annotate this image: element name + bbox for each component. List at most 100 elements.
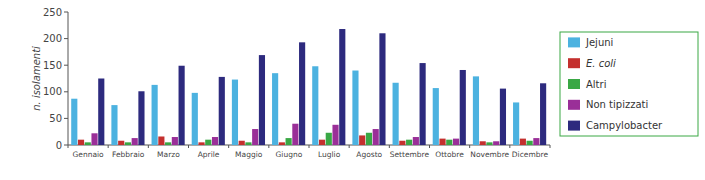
legend-swatch (568, 121, 580, 131)
bar (500, 89, 506, 145)
legend-label: E. coli (586, 58, 616, 69)
bar (406, 140, 412, 145)
y-tick-label: 50 (49, 113, 62, 124)
legend-label: Altri (586, 79, 606, 90)
bar (91, 133, 97, 145)
bar (192, 93, 198, 145)
bar (420, 63, 426, 145)
bar (286, 138, 292, 145)
bar (299, 42, 305, 145)
legend-swatch (568, 37, 580, 47)
y-tick-label: 150 (43, 60, 62, 71)
y-tick (64, 145, 68, 146)
x-tick-label: Novembre (470, 150, 509, 159)
bar (71, 99, 77, 145)
x-tick (188, 145, 189, 148)
chart: 050100150200250n. isolamentiGennaioFebbr… (0, 0, 705, 180)
x-tick-label: Ottobre (435, 150, 464, 159)
legend-label: Campylobacter (586, 120, 663, 131)
legend-label: Non tipizzati (586, 99, 648, 110)
bar (252, 129, 258, 145)
legend-swatch (568, 100, 580, 110)
bar (439, 139, 445, 145)
bar (125, 142, 131, 145)
legend-swatch (568, 79, 580, 89)
bar (138, 91, 144, 145)
bars (71, 29, 546, 145)
bar (212, 137, 218, 145)
bar (393, 83, 399, 145)
x-tick (68, 145, 69, 148)
bar (165, 142, 171, 145)
bar (111, 105, 117, 145)
y-axis (68, 12, 69, 145)
bar (480, 141, 486, 145)
y-tick (64, 38, 68, 39)
bar (98, 79, 104, 146)
legend-swatch (568, 58, 580, 68)
y-tick (64, 118, 68, 119)
bar (279, 142, 285, 145)
x-tick-label: Luglio (318, 150, 341, 159)
bar (453, 139, 459, 145)
x-tick-label: Maggio (235, 150, 263, 159)
bar (319, 140, 325, 145)
x-tick-label: Settembre (390, 150, 430, 159)
x-tick-label: Agosto (356, 150, 382, 159)
y-tick-label: 0 (56, 140, 62, 151)
y-tick-label: 200 (43, 33, 62, 44)
bar (118, 141, 124, 145)
bar (198, 142, 204, 145)
bar (413, 137, 419, 145)
bar (513, 102, 519, 145)
bar (332, 125, 338, 145)
x-tick (108, 145, 109, 148)
x-tick-label: Gennaio (72, 150, 104, 159)
bar (172, 137, 178, 145)
x-tick-label: Marzo (157, 150, 180, 159)
bar (486, 142, 492, 145)
x-tick (148, 145, 149, 148)
bar (339, 29, 345, 145)
bar (373, 129, 379, 145)
x-tick (268, 145, 269, 148)
x-tick (469, 145, 470, 148)
bar (312, 66, 318, 145)
bar (78, 140, 84, 145)
bar (259, 55, 265, 145)
bar (359, 135, 365, 145)
bar (326, 133, 332, 145)
x-tick (550, 145, 551, 148)
bar (533, 138, 539, 145)
y-axis-label: n. isolamenti (31, 46, 42, 111)
x-tick (228, 145, 229, 148)
y-tick (64, 65, 68, 66)
bar (446, 140, 452, 145)
legend-label: Jejuni (585, 37, 613, 48)
bar (473, 76, 479, 145)
bar (527, 141, 533, 145)
x-tick (349, 145, 350, 148)
y-tick (64, 12, 68, 13)
x-tick-label: Febbraio (112, 150, 145, 159)
x-tick (429, 145, 430, 148)
bar (272, 73, 278, 145)
bar (433, 88, 439, 145)
y-tick (64, 91, 68, 92)
bar (493, 141, 499, 145)
bar (239, 141, 245, 145)
bar (205, 140, 211, 145)
bar (152, 85, 158, 145)
legend (560, 32, 698, 136)
x-tick (309, 145, 310, 148)
bar (352, 71, 358, 145)
x-tick-label: Aprile (198, 150, 220, 159)
bar (460, 70, 466, 145)
bar (399, 141, 405, 145)
y-tick-label: 100 (43, 86, 62, 97)
bar (245, 142, 251, 145)
bar (85, 142, 91, 145)
bar (292, 124, 298, 145)
bar (232, 80, 238, 145)
bar (132, 138, 138, 145)
